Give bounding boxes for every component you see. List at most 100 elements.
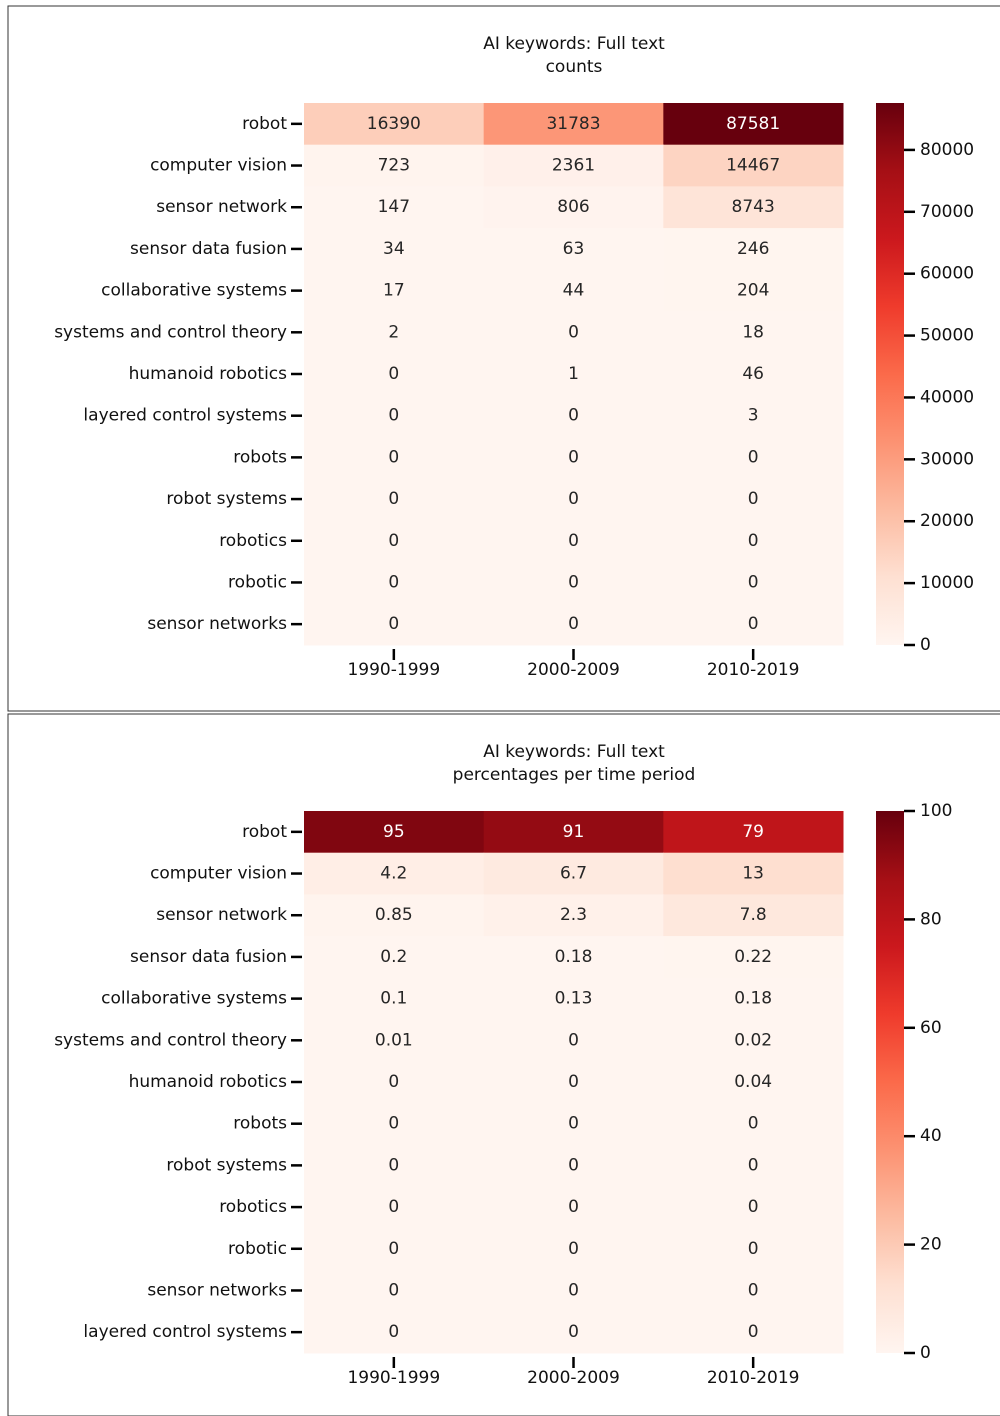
cell-label: 0: [748, 447, 759, 467]
row-label: robot systems: [166, 1155, 287, 1175]
row-label: robot systems: [166, 489, 287, 509]
heatmap-cell: [483, 519, 664, 563]
heatmap-cell: [663, 1269, 844, 1312]
colorbar-tick-label: 100: [920, 801, 952, 821]
cell-label: 0: [388, 1072, 399, 1092]
heatmap-cell: [483, 478, 664, 521]
cell-label: 0.1: [380, 989, 407, 1009]
cell-label: 0: [568, 1114, 579, 1134]
cell-label: 0: [388, 1155, 399, 1175]
heatmap-cell: [483, 394, 664, 438]
chart-title: counts: [546, 57, 603, 77]
heatmap-cell: [483, 228, 664, 271]
cell-label: 0.13: [555, 989, 593, 1009]
cell-label: 7.8: [740, 905, 767, 925]
colorbar-tick-label: 80: [920, 909, 942, 929]
row-label: systems and control theory: [54, 1030, 287, 1050]
cell-label: 0: [748, 1114, 759, 1134]
heatmap-cell: [663, 269, 844, 312]
cell-label: 0: [388, 489, 399, 509]
colorbar: [876, 103, 904, 645]
heatmap-cell: [304, 894, 485, 937]
cell-label: 87581: [726, 114, 780, 134]
cell-label: 0: [748, 614, 759, 634]
cell-label: 0: [748, 1239, 759, 1259]
heatmap-cell: [483, 353, 664, 396]
row-label: systems and control theory: [54, 322, 287, 342]
row-label: sensor data fusion: [130, 947, 287, 967]
x-tick-label: 2010-2019: [707, 660, 800, 680]
heatmap-cell: [483, 1186, 664, 1229]
row-label: sensor data fusion: [130, 239, 287, 259]
cell-label: 3: [748, 406, 759, 426]
heatmap-cell: [483, 603, 664, 646]
heatmap-cell: [483, 561, 664, 604]
cell-label: 0: [568, 1280, 579, 1300]
heatmap-cell: [483, 436, 664, 479]
row-label: collaborative systems: [101, 281, 287, 301]
row-label: sensor network: [156, 905, 287, 925]
colorbar-tick-label: 70000: [920, 202, 974, 222]
colorbar-tick-label: 40: [920, 1126, 942, 1146]
row-label: robot: [242, 822, 287, 842]
cell-label: 0: [748, 1155, 759, 1175]
heatmap-cell: [483, 269, 664, 312]
cell-label: 0: [388, 531, 399, 551]
cell-label: 0.01: [375, 1030, 413, 1050]
cell-label: 0.2: [380, 947, 407, 967]
cell-label: 0: [568, 406, 579, 426]
cell-label: 0: [748, 1280, 759, 1300]
heatmap-cell: [304, 1061, 485, 1104]
cell-label: 17: [383, 281, 405, 301]
cell-label: 0: [568, 1030, 579, 1050]
heatmap-cell: [483, 936, 664, 979]
colorbar-tick-label: 60: [920, 1018, 942, 1038]
row-label: layered control systems: [83, 1322, 287, 1342]
heatmap-cell: [663, 311, 844, 354]
cell-label: 0: [748, 572, 759, 592]
colorbar-tick-label: 50000: [920, 326, 974, 346]
heatmap-cell: [304, 186, 485, 229]
heatmap-cell: [304, 936, 485, 979]
x-tick-label: 1990-1999: [347, 660, 440, 680]
x-tick-label: 2010-2019: [707, 1368, 800, 1388]
row-label: computer vision: [150, 156, 287, 176]
heatmap-cell: [663, 353, 844, 396]
x-tick-label: 2000-2009: [527, 660, 620, 680]
heatmap-cell: [304, 519, 485, 563]
heatmap-cell: [663, 977, 844, 1020]
cell-label: 0: [568, 614, 579, 634]
heatmap-cell: [304, 269, 485, 312]
heatmap-cell: [483, 1019, 664, 1062]
row-label: computer vision: [150, 864, 287, 884]
cell-label: 0: [388, 1197, 399, 1217]
row-label: robot: [242, 114, 287, 134]
colorbar-tick-label: 10000: [920, 573, 974, 593]
heatmap-cell: [663, 811, 844, 854]
colorbar-tick-label: 20000: [920, 511, 974, 531]
heatmap-cell: [663, 519, 844, 563]
heatmap-cell: [304, 228, 485, 271]
heatmap-cell: [663, 1144, 844, 1187]
heatmap-cell: [483, 186, 664, 229]
heatmap-cell: [304, 353, 485, 396]
heatmap-cell: [663, 603, 844, 646]
heatmap-cell: [304, 1019, 485, 1062]
cell-label: 44: [563, 281, 585, 301]
heatmap-cell: [483, 811, 664, 854]
row-label: collaborative systems: [101, 989, 287, 1009]
chart-title: AI keywords: Full text: [483, 34, 665, 54]
panel-border: [7, 713, 1000, 1416]
heatmap-cell: [483, 1311, 664, 1354]
chart-title: AI keywords: Full text: [483, 742, 665, 762]
cell-label: 14467: [726, 156, 780, 176]
cell-label: 46: [742, 364, 764, 384]
cell-label: 0: [748, 1197, 759, 1217]
heatmap-cell: [663, 103, 844, 146]
cell-label: 0: [568, 447, 579, 467]
cell-label: 4.2: [380, 864, 407, 884]
cell-label: 0: [388, 406, 399, 426]
heatmap-cell: [304, 1227, 485, 1271]
cell-label: 204: [737, 281, 769, 301]
